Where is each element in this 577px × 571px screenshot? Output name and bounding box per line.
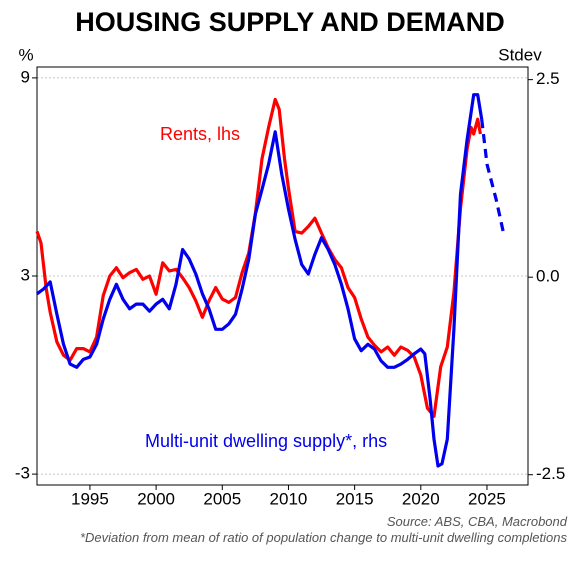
- y-tick-label: -3: [15, 464, 30, 483]
- plot-frame: [36, 66, 529, 486]
- x-tick-label: 2010: [270, 489, 308, 508]
- x-tick-label: 2020: [402, 489, 440, 508]
- y-tick-label: 9: [21, 67, 30, 86]
- x-tick-label: 2005: [203, 489, 241, 508]
- y2-tick-label: -2.5: [536, 464, 565, 483]
- annotation: Multi-unit dwelling supply*, rhs: [145, 431, 387, 451]
- y-axis-label: %: [18, 45, 33, 64]
- series-line: [36, 93, 484, 468]
- footnote: *Deviation from mean of ratio of populat…: [79, 530, 567, 545]
- series-line: [35, 97, 482, 418]
- y2-tick-label: 0.0: [536, 267, 560, 286]
- chart-title: HOUSING SUPPLY AND DEMAND: [75, 7, 505, 37]
- annotation: Rents, lhs: [160, 124, 240, 144]
- x-tick-label: 2015: [336, 489, 374, 508]
- x-tick-label: 2025: [468, 489, 506, 508]
- x-tick-label: 1995: [71, 489, 109, 508]
- x-tick-label: 2000: [137, 489, 175, 508]
- y2-tick-label: 2.5: [536, 69, 560, 88]
- y-tick-label: 3: [21, 265, 30, 284]
- series-line: [480, 119, 506, 237]
- source: Source: ABS, CBA, Macrobond: [386, 514, 567, 529]
- y2-axis-label: Stdev: [498, 45, 542, 64]
- notes: Source: ABS, CBA, Macrobond *Deviation f…: [67, 514, 567, 546]
